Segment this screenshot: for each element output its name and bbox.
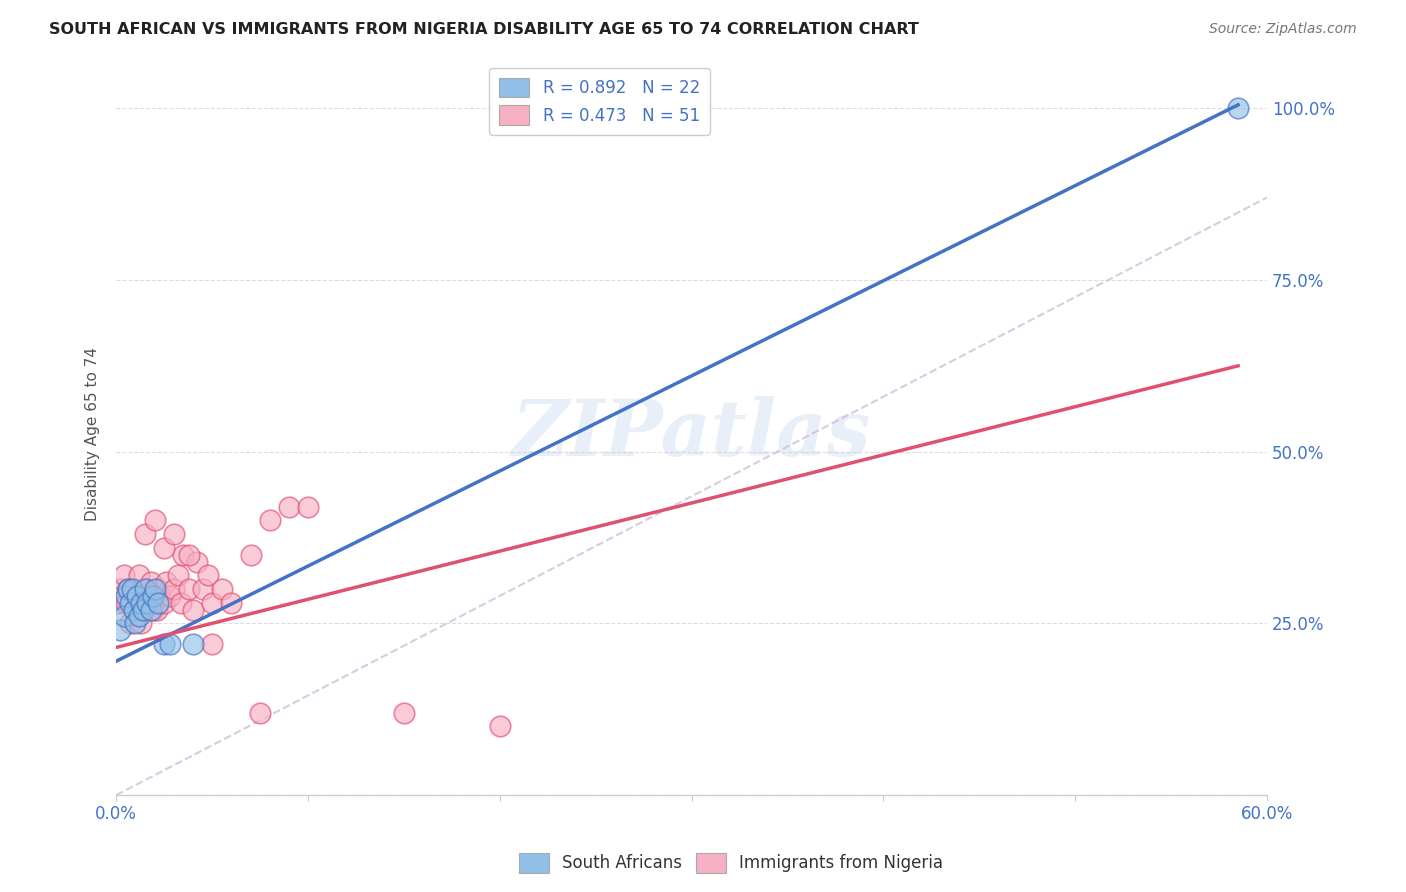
Point	[112, 609, 135, 624]
Point	[136, 596, 159, 610]
Point	[139, 575, 162, 590]
Point	[122, 602, 145, 616]
Legend: R = 0.892   N = 22, R = 0.473   N = 51: R = 0.892 N = 22, R = 0.473 N = 51	[489, 68, 710, 135]
Point	[163, 582, 186, 596]
Point	[488, 719, 510, 733]
Point	[163, 527, 186, 541]
Point	[124, 616, 146, 631]
Point	[118, 596, 141, 610]
Point	[142, 589, 165, 603]
Point	[129, 596, 152, 610]
Point	[128, 568, 150, 582]
Point	[134, 527, 156, 541]
Point	[191, 582, 214, 596]
Point	[159, 637, 181, 651]
Point	[201, 637, 224, 651]
Point	[107, 596, 129, 610]
Point	[155, 575, 177, 590]
Point	[127, 589, 149, 603]
Point	[145, 602, 167, 616]
Point	[259, 513, 281, 527]
Point	[211, 582, 233, 596]
Point	[172, 548, 194, 562]
Point	[197, 568, 219, 582]
Point	[148, 596, 170, 610]
Point	[249, 706, 271, 720]
Point	[136, 582, 159, 596]
Point	[221, 596, 243, 610]
Point	[128, 609, 150, 624]
Point	[1227, 101, 1250, 115]
Point	[121, 596, 143, 610]
Point	[115, 589, 138, 603]
Point	[297, 500, 319, 514]
Point	[132, 596, 155, 610]
Point	[127, 596, 149, 610]
Point	[138, 589, 160, 603]
Point	[143, 513, 166, 527]
Point	[117, 582, 139, 596]
Point	[108, 624, 131, 638]
Point	[111, 589, 134, 603]
Text: SOUTH AFRICAN VS IMMIGRANTS FROM NIGERIA DISABILITY AGE 65 TO 74 CORRELATION CHA: SOUTH AFRICAN VS IMMIGRANTS FROM NIGERIA…	[49, 22, 920, 37]
Point	[179, 548, 201, 562]
Point	[166, 568, 188, 582]
Text: ZIPatlas: ZIPatlas	[512, 396, 872, 473]
Point	[153, 637, 176, 651]
Point	[134, 602, 156, 616]
Point	[129, 616, 152, 631]
Point	[170, 596, 193, 610]
Point	[153, 541, 176, 555]
Point	[201, 596, 224, 610]
Point	[181, 637, 204, 651]
Point	[118, 616, 141, 631]
Point	[277, 500, 299, 514]
Point	[148, 582, 170, 596]
Point	[143, 582, 166, 596]
Legend: South Africans, Immigrants from Nigeria: South Africans, Immigrants from Nigeria	[512, 847, 950, 880]
Point	[112, 568, 135, 582]
Point	[117, 582, 139, 596]
Point	[181, 602, 204, 616]
Point	[239, 548, 262, 562]
Point	[139, 602, 162, 616]
Point	[108, 582, 131, 596]
Point	[159, 589, 181, 603]
Point	[122, 602, 145, 616]
Point	[132, 602, 155, 616]
Point	[392, 706, 415, 720]
Point	[124, 582, 146, 596]
Point	[142, 602, 165, 616]
Point	[179, 582, 201, 596]
Point	[149, 589, 172, 603]
Point	[115, 596, 138, 610]
Text: Source: ZipAtlas.com: Source: ZipAtlas.com	[1209, 22, 1357, 37]
Point	[121, 582, 143, 596]
Point	[143, 589, 166, 603]
Point	[153, 596, 176, 610]
Point	[186, 555, 208, 569]
Point	[134, 582, 156, 596]
Y-axis label: Disability Age 65 to 74: Disability Age 65 to 74	[86, 348, 100, 522]
